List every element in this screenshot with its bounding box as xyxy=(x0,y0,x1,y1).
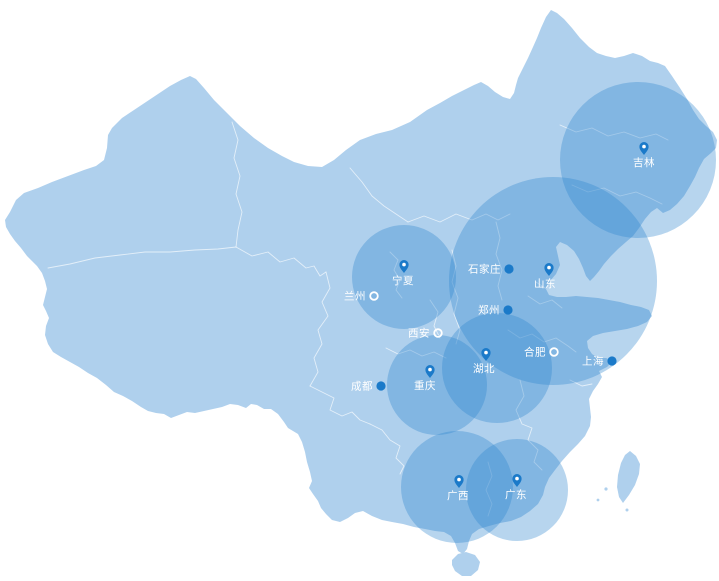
mainland-shape xyxy=(5,10,717,554)
pin-icon xyxy=(544,263,554,276)
pin-icon xyxy=(481,348,491,361)
city-marker-湖北[interactable] xyxy=(481,348,491,361)
city-marker-石家庄[interactable] xyxy=(504,264,514,274)
china-landmass xyxy=(5,10,717,576)
small-islands xyxy=(596,487,629,512)
coverage-circle-重庆 xyxy=(387,335,487,435)
coverage-circle-广西 xyxy=(401,431,513,543)
dot-icon xyxy=(607,356,617,366)
pin-hole xyxy=(484,350,488,355)
coverage-circle-湖北 xyxy=(442,313,552,423)
city-label-广西: 广西 xyxy=(447,490,469,502)
city-marker-上海[interactable] xyxy=(607,356,617,366)
pin-icon xyxy=(512,474,522,487)
hainan-island xyxy=(452,552,480,576)
pin-hole xyxy=(515,476,519,481)
city-label-兰州: 兰州 xyxy=(344,290,366,303)
city-label-重庆: 重庆 xyxy=(414,379,436,392)
city-label-合肥: 合肥 xyxy=(524,346,546,359)
city-label-上海: 上海 xyxy=(582,355,604,368)
city-marker-西安[interactable] xyxy=(433,328,443,338)
ring-icon xyxy=(549,347,559,357)
city-marker-广西[interactable] xyxy=(454,475,464,488)
coverage-circle-吉林 xyxy=(560,82,716,238)
pin-hole xyxy=(457,477,461,482)
pin-hole xyxy=(547,265,551,270)
ring-icon xyxy=(369,291,379,301)
pin-hole xyxy=(402,262,406,267)
city-marker-重庆[interactable] xyxy=(425,365,435,378)
city-marker-成都[interactable] xyxy=(376,381,386,391)
city-label-宁夏: 宁夏 xyxy=(392,274,414,287)
pin-icon xyxy=(454,475,464,488)
pin-icon xyxy=(425,365,435,378)
city-label-西安: 西安 xyxy=(408,327,430,340)
city-marker-合肥[interactable] xyxy=(549,347,559,357)
city-label-广东: 广东 xyxy=(505,488,527,501)
city-label-郑州: 郑州 xyxy=(478,304,500,317)
city-marker-宁夏[interactable] xyxy=(399,260,409,273)
coverage-circle-广东 xyxy=(466,439,568,541)
dot-icon xyxy=(503,305,513,315)
city-marker-吉林[interactable] xyxy=(639,142,649,155)
pin-hole xyxy=(642,144,646,149)
city-marker-山东[interactable] xyxy=(544,263,554,276)
city-marker-郑州[interactable] xyxy=(503,305,513,315)
city-label-成都: 成都 xyxy=(351,381,373,393)
dot-icon xyxy=(376,381,386,391)
city-label-石家庄: 石家庄 xyxy=(468,263,501,276)
pin-icon xyxy=(639,142,649,155)
coverage-circle-宁夏 xyxy=(352,225,456,329)
pin-hole xyxy=(428,367,432,372)
dot-icon xyxy=(504,264,514,274)
ring-icon xyxy=(433,328,443,338)
taiwan-island xyxy=(617,451,640,503)
coverage-circle-山东石家庄 xyxy=(449,177,657,385)
city-label-吉林: 吉林 xyxy=(633,156,655,169)
city-marker-兰州[interactable] xyxy=(369,291,379,301)
city-marker-广东[interactable] xyxy=(512,474,522,487)
province-borders xyxy=(47,121,669,517)
coverage-circles-layer xyxy=(352,82,716,543)
city-label-湖北: 湖北 xyxy=(473,363,495,375)
pin-icon xyxy=(399,260,409,273)
city-label-山东: 山东 xyxy=(534,277,556,290)
